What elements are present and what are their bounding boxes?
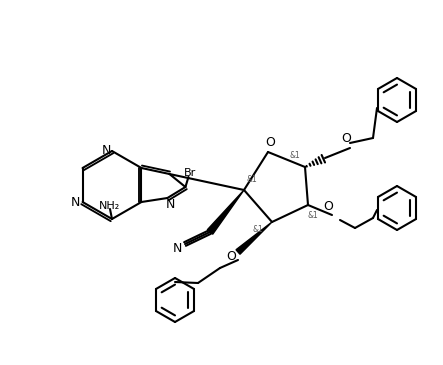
- Text: NH₂: NH₂: [99, 201, 120, 211]
- Text: &1: &1: [307, 211, 319, 219]
- Polygon shape: [236, 222, 272, 254]
- Text: &1: &1: [290, 151, 300, 161]
- Text: N: N: [101, 145, 111, 158]
- Text: &1: &1: [247, 174, 257, 184]
- Text: O: O: [265, 137, 275, 150]
- Text: O: O: [323, 200, 333, 214]
- Text: N: N: [172, 242, 182, 254]
- Text: Br: Br: [184, 168, 197, 178]
- Text: N: N: [71, 196, 80, 208]
- Text: &1: &1: [253, 224, 264, 234]
- Text: O: O: [341, 132, 351, 146]
- Text: N: N: [166, 199, 175, 211]
- Text: O: O: [226, 250, 236, 264]
- Polygon shape: [207, 190, 244, 234]
